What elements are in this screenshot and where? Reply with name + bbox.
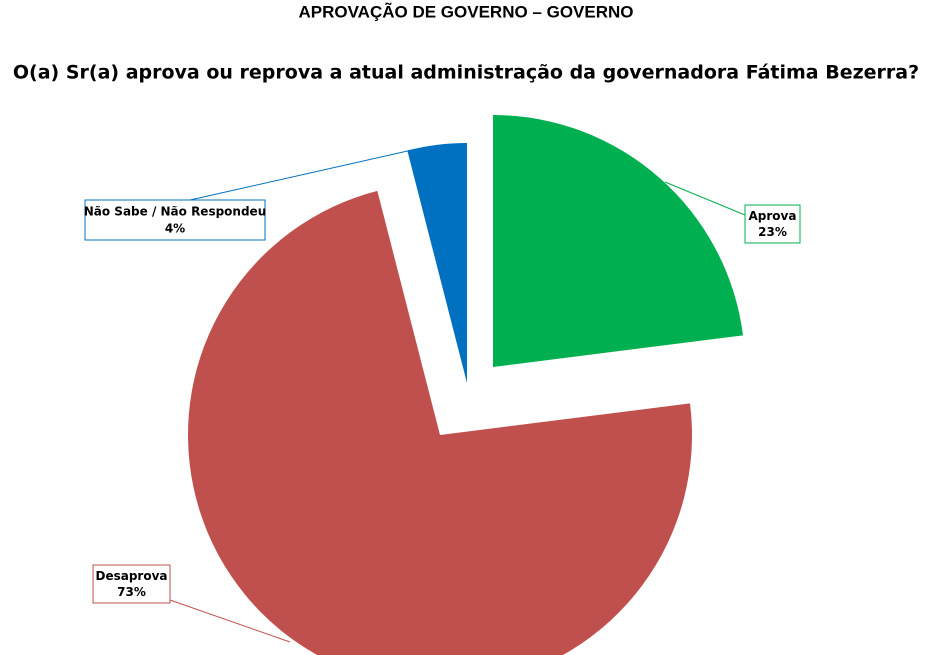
pie-slice <box>493 115 744 367</box>
leader-line <box>664 181 746 216</box>
label-box <box>744 204 801 244</box>
pie-slice <box>188 190 692 655</box>
label-box <box>84 199 266 241</box>
category-label: Aprova <box>749 209 797 223</box>
category-label: Não Sabe / Não Respondeu <box>84 205 267 219</box>
leader-line <box>169 599 291 643</box>
value-label: 4% <box>165 221 185 235</box>
leader-line <box>189 149 413 201</box>
label-box <box>92 564 171 604</box>
chart-subtitle: O(a) Sr(a) aprova ou reprova a atual adm… <box>13 62 919 84</box>
value-label: 23% <box>758 225 787 239</box>
chart-title: APROVAÇÃO DE GOVERNO – GOVERNO <box>298 1 633 21</box>
pie-slice <box>407 143 467 383</box>
value-label: 73% <box>117 585 146 599</box>
category-label: Desaprova <box>95 569 167 583</box>
